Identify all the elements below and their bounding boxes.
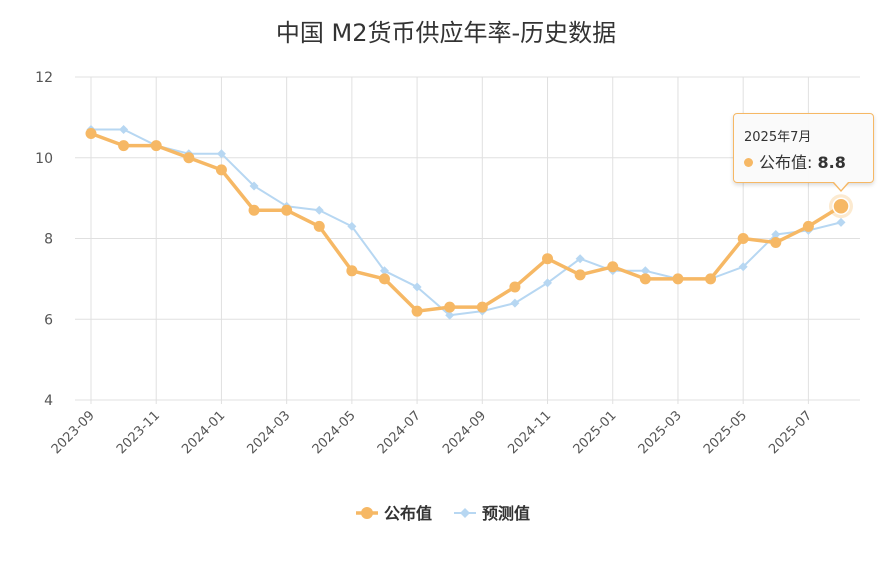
actual-point[interactable] [150,140,162,152]
forecast-point[interactable] [543,278,553,288]
tooltip-series-dot [744,158,753,167]
actual-point[interactable] [542,253,554,265]
forecast-point[interactable] [445,310,455,320]
x-tick-label: 2024-11 [505,408,554,457]
forecast-point[interactable] [836,217,846,227]
legend-marker [361,507,373,519]
actual-point[interactable] [85,128,97,140]
x-tick-label: 2025-05 [701,408,750,457]
actual-point[interactable] [313,220,325,232]
forecast-point[interactable] [379,266,389,276]
actual-point[interactable] [672,273,684,285]
actual-point[interactable] [215,164,227,176]
actual-point[interactable] [411,305,423,317]
x-tick-label: 2024-05 [310,408,359,457]
actual-point[interactable] [118,140,130,152]
forecast-point[interactable] [314,205,324,215]
y-tick-label: 4 [44,393,53,409]
x-tick-label: 2025-01 [571,408,620,457]
chart-title: 中国 M2货币供应年率-历史数据 [276,19,616,47]
x-tick-label: 2023-11 [114,408,163,457]
x-tick-label: 2025-07 [766,408,815,457]
actual-point[interactable] [705,273,717,285]
legend-item-actual[interactable]: 公布值 [356,504,432,523]
forecast-point[interactable] [771,229,781,239]
legend-item-forecast[interactable]: 预测值 [454,504,530,523]
actual-point[interactable] [281,204,293,216]
y-tick-label: 8 [44,232,53,248]
forecast-point[interactable] [249,181,259,191]
x-tick-label: 2023-09 [49,408,98,457]
actual-point[interactable] [444,301,456,313]
tooltip-date: 2025年7月 [744,130,812,145]
x-tick-label: 2024-01 [179,408,228,457]
x-tick-label: 2025-03 [636,408,685,457]
actual-point[interactable] [607,261,619,273]
forecast-point[interactable] [347,221,357,231]
series-line-actual [90,131,842,313]
actual-point[interactable] [183,152,195,164]
actual-point[interactable] [802,220,814,232]
legend-marker [460,508,470,518]
tooltip-series-name: 公布值 [759,153,808,172]
forecast-point[interactable] [575,254,585,264]
legend-label: 公布值 [384,504,432,523]
actual-point[interactable] [476,301,488,313]
forecast-point[interactable] [119,124,129,134]
actual-point[interactable] [832,197,850,215]
tooltip-row: 公布值: 8.8 [744,149,846,173]
forecast-point[interactable] [510,298,520,308]
forecast-point[interactable] [640,266,650,276]
x-tick-label: 2024-09 [440,408,489,457]
actual-point[interactable] [737,233,749,244]
forecast-point[interactable] [216,149,226,159]
y-tick-label: 10 [35,151,53,167]
actual-point[interactable] [770,237,782,249]
legend-label: 预测值 [482,504,530,523]
actual-point[interactable] [378,273,390,285]
x-tick-label: 2024-07 [375,408,424,457]
forecast-point[interactable] [738,262,748,272]
actual-point[interactable] [248,204,260,216]
series-line-forecast [91,128,842,317]
tooltip: 2025年7月 公布值: 8.8 [733,113,874,192]
actual-point[interactable] [574,269,586,281]
forecast-point[interactable] [412,282,422,292]
actual-point[interactable] [346,265,358,277]
tooltip-value: 8.8 [817,153,846,172]
y-tick-label: 12 [35,70,53,86]
actual-point[interactable] [639,273,651,285]
y-tick-label: 6 [44,312,53,328]
x-tick-label: 2024-03 [244,408,293,457]
actual-point[interactable] [509,281,521,293]
